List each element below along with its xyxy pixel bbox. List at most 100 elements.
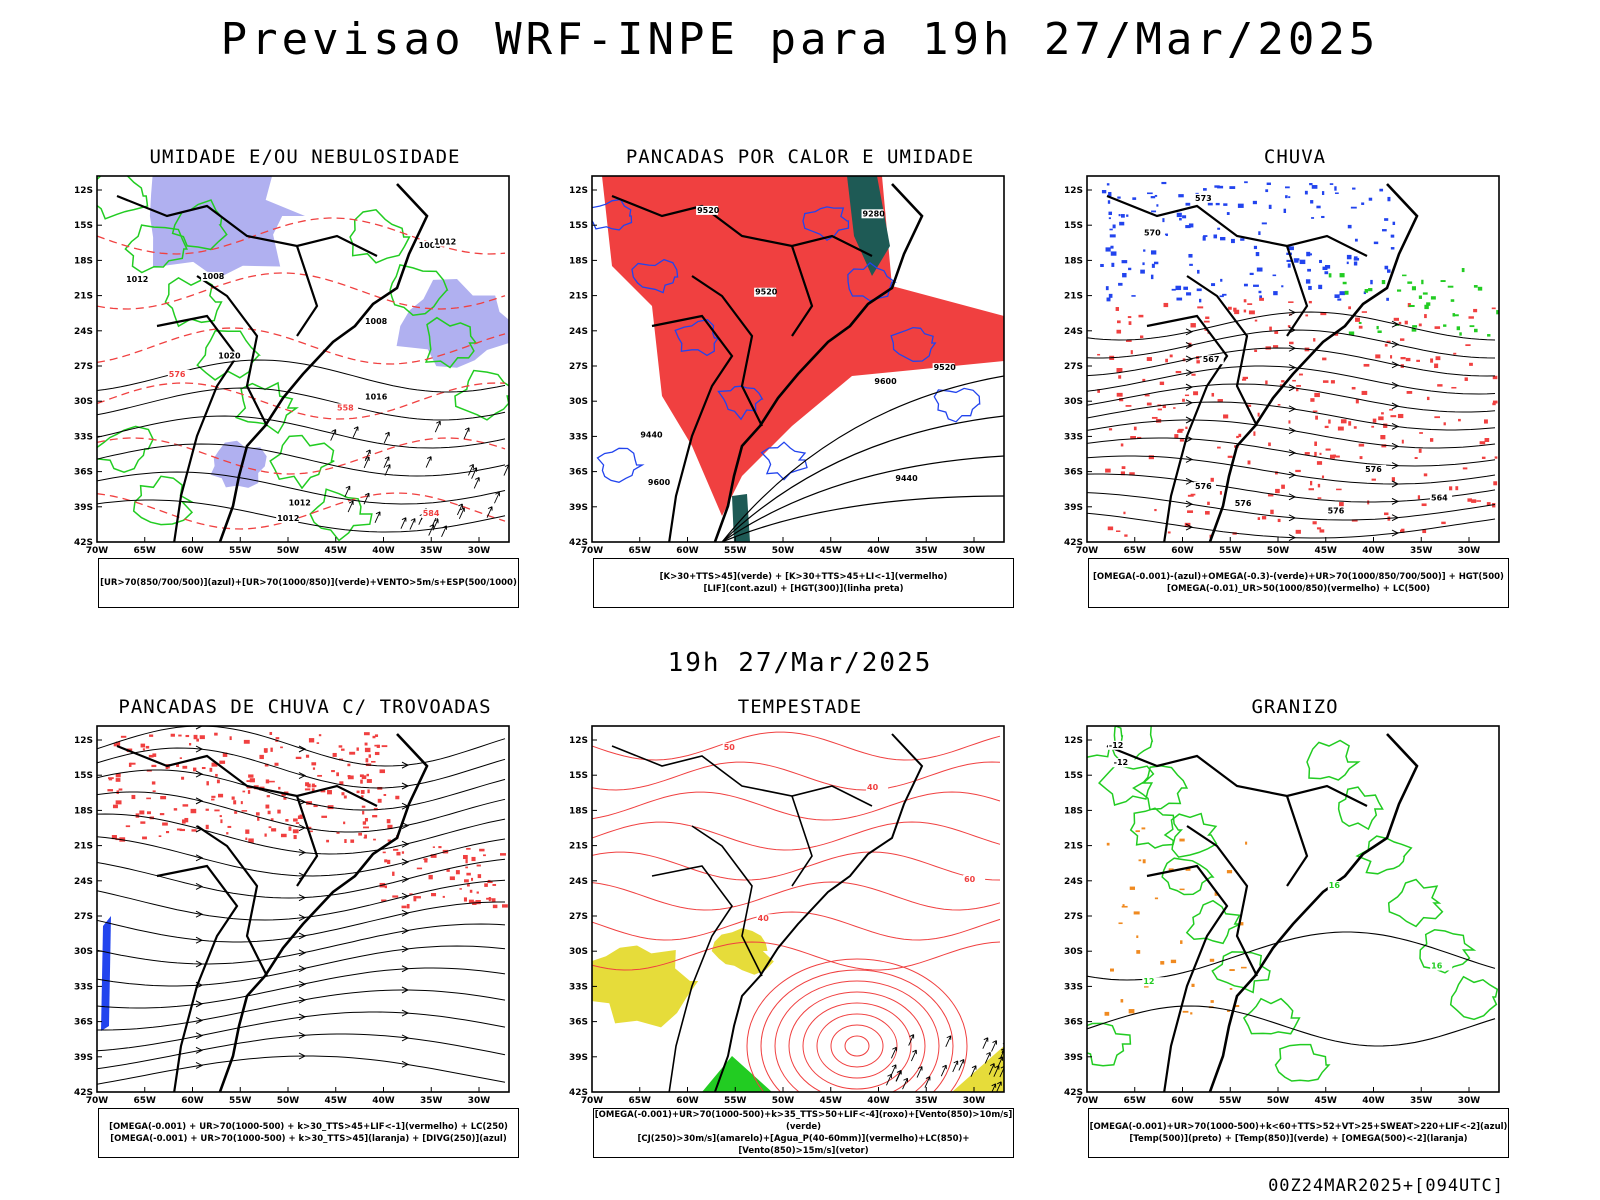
thunder-area [465, 866, 468, 869]
rain-area [1381, 444, 1387, 448]
lat-label: 33S [74, 982, 93, 992]
rain-area [1435, 356, 1441, 361]
panel-granizo: GRANIZO -12 -12 12 16 16 12S 15S 18S 21S 24S 27S 3… [1055, 696, 1535, 1186]
thunder-area [264, 763, 269, 767]
rain-area [1205, 511, 1210, 515]
rain-area [1219, 491, 1222, 495]
rain-area [1451, 386, 1457, 389]
omega-area [1379, 188, 1384, 192]
thunder-area [363, 732, 370, 736]
contour-line [1087, 419, 1496, 449]
rain-area [1295, 469, 1301, 473]
rain-area [1372, 418, 1377, 423]
contour-label: -12 [1114, 758, 1128, 767]
thunder-area [201, 766, 206, 770]
lat-label: 18S [569, 806, 588, 816]
thunder-area [205, 808, 209, 811]
contour-label-bg [1364, 464, 1387, 474]
border-line [1186, 825, 1258, 977]
rain-area [1197, 306, 1204, 309]
divergence-area [101, 916, 111, 1031]
thunder-area [336, 831, 340, 834]
lat-label: 39S [74, 1053, 93, 1063]
thunder-area [487, 880, 493, 884]
contour-label: 1008 [365, 317, 388, 326]
humidity-area [210, 440, 267, 488]
contour-line [97, 1033, 506, 1070]
contour-label: 570 [1144, 228, 1161, 237]
coastline [1208, 183, 1419, 542]
flow-arrow [298, 996, 307, 1004]
contour-label-bg [276, 514, 299, 524]
flow-arrow [401, 1034, 410, 1042]
omega-area [1101, 189, 1107, 194]
map-plot: 1012 100810081012100810121016102010125845… [74, 175, 510, 553]
lon-label: 45W [1315, 546, 1338, 553]
lon-label: 40W [372, 546, 395, 553]
thunder-area [248, 838, 254, 843]
thunder-area [193, 734, 198, 740]
thunder-area [311, 788, 315, 792]
rain-area [1304, 452, 1310, 455]
flow-arrow [1391, 514, 1400, 522]
thunder-area [259, 754, 264, 760]
thunder-area [179, 828, 185, 832]
contour-label-bg [754, 287, 777, 297]
contour-label-bg [364, 392, 387, 402]
wind-vector [434, 420, 441, 433]
contour-label-bg [866, 783, 889, 793]
contour-label: 9520 [934, 363, 957, 372]
omega-area [1118, 282, 1123, 286]
legend-line-1: [UR>70(850/700/500)](azul)+[UR>70(1000/8… [100, 578, 517, 588]
thunder-area [120, 735, 127, 738]
thunder-area [205, 824, 209, 830]
flow-arrow [1288, 534, 1297, 542]
rain-area [1351, 519, 1358, 522]
rain-area [1418, 323, 1422, 327]
rain-area [1296, 385, 1301, 387]
wind-vector [330, 429, 337, 441]
wind-vector [908, 1034, 915, 1046]
flow-arrow [1288, 449, 1297, 457]
thunder-area [356, 790, 360, 794]
rain-area [1406, 391, 1413, 394]
contour-label-bg [217, 351, 240, 361]
rain-area [1187, 510, 1194, 513]
strong-omega-area [1424, 304, 1429, 310]
rain-area [1243, 299, 1247, 303]
thunder-area [211, 762, 218, 767]
lat-label: 33S [569, 432, 588, 442]
panel-title: UMIDADE E/OU NEBULOSIDADE [149, 146, 461, 168]
rain-area [1486, 502, 1491, 506]
thunder-area [182, 765, 188, 769]
rain-area [1167, 531, 1171, 534]
map-plot: 50 40 60 40 12S 15S 18S 21S 24S 27S 30S 33S 36S 39S 4… [569, 725, 1005, 1103]
temp850-contour [1087, 726, 1124, 758]
rain-area [1492, 402, 1496, 406]
strong-omega-area [1459, 332, 1462, 336]
flow-arrow [401, 1060, 410, 1068]
strong-omega-area [1397, 289, 1402, 292]
thunder-area [376, 744, 380, 748]
lat-label: 27S [74, 912, 93, 922]
thunder-area [382, 851, 386, 854]
omega-area [1176, 297, 1183, 301]
lat-label: 24S [74, 327, 93, 337]
rain-area [1205, 316, 1210, 320]
contour-label: 576 [169, 370, 186, 379]
contour-label: 576 [1235, 499, 1252, 508]
omega-area [1287, 246, 1294, 251]
lat-label: 18S [569, 256, 588, 266]
omega-area [1384, 265, 1389, 270]
omega500-area [1136, 950, 1141, 954]
legend-line-1: [OMEGA(-0.001) + UR>70(1000-500) + k>30_… [109, 1122, 508, 1132]
flow-arrow [1288, 493, 1297, 501]
omega-area [1346, 261, 1349, 265]
rain-area [1129, 472, 1135, 476]
omega-area [1259, 295, 1263, 300]
lifted-index-contour [631, 258, 679, 294]
contour-label: 40 [758, 914, 770, 923]
flow-arrow [1185, 383, 1194, 391]
contour-line [1087, 512, 1496, 539]
contour-label-bg [1112, 758, 1135, 768]
